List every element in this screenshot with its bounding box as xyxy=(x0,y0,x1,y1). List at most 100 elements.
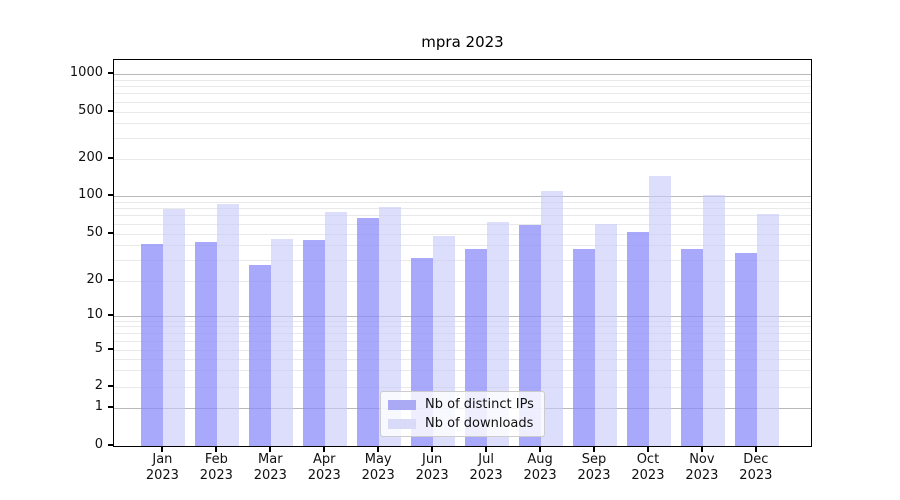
x-tick-mark xyxy=(161,447,164,452)
bar-nb-of-distinct-ips xyxy=(680,249,703,446)
y-tick-mark xyxy=(108,194,113,196)
bar-nb-of-downloads xyxy=(163,209,186,446)
minor-gridline xyxy=(114,332,811,334)
y-tick-mark xyxy=(108,384,113,387)
x-tick-label-line: 2023 xyxy=(523,468,557,483)
x-tick-label-line: Jan xyxy=(152,452,173,467)
x-tick-mark xyxy=(485,447,488,452)
x-tick-label-line: Jul xyxy=(478,452,494,467)
minor-gridline xyxy=(114,123,811,125)
bar-nb-of-downloads xyxy=(541,190,564,446)
bar-nb-of-downloads xyxy=(325,211,348,446)
minor-gridline xyxy=(114,93,811,95)
bar-nb-of-downloads xyxy=(648,175,671,446)
x-tick-label-line: 2023 xyxy=(307,468,341,483)
x-tick-label-line: 2023 xyxy=(577,468,611,483)
minor-gridline xyxy=(114,259,811,261)
minor-gridline xyxy=(114,326,811,328)
x-tick-label-line: Oct xyxy=(636,452,660,467)
y-tick-label: 20 xyxy=(86,271,103,287)
y-tick-mark xyxy=(108,444,113,446)
x-tick-label: Dec 2023 xyxy=(721,452,791,484)
x-tick-label-line: Sep xyxy=(581,452,607,467)
legend-swatch xyxy=(388,399,416,410)
legend: Nb of distinct IPs Nb of downloads xyxy=(380,391,545,437)
y-tick-label: 1 xyxy=(94,398,103,414)
x-tick-label-line: 2023 xyxy=(685,468,719,483)
minor-gridline xyxy=(114,79,811,81)
x-tick-label-line: 2023 xyxy=(739,468,773,483)
minor-gridline xyxy=(114,223,811,225)
minor-gridline xyxy=(114,215,811,217)
x-tick-mark xyxy=(754,447,757,452)
minor-gridline xyxy=(114,111,811,113)
minor-gridline xyxy=(114,244,811,246)
legend-label: Nb of distinct IPs xyxy=(425,397,534,412)
x-tick-mark xyxy=(431,447,434,452)
legend-item: Nb of downloads xyxy=(388,416,537,431)
y-tick-label: 5 xyxy=(94,340,103,356)
x-tick-label: May 2023 xyxy=(343,452,413,484)
chart-title: mpra 2023 xyxy=(421,33,504,51)
x-tick-mark xyxy=(377,447,380,452)
y-tick-mark xyxy=(108,231,113,234)
minor-gridline xyxy=(114,208,811,210)
y-tick-label: 500 xyxy=(78,102,103,118)
x-tick-label-line: Aug xyxy=(527,452,553,467)
y-tick-label: 2 xyxy=(94,377,103,393)
minor-gridline xyxy=(114,349,811,351)
y-tick-label: 100 xyxy=(78,187,103,202)
x-tick-label-line: Nov xyxy=(689,452,715,467)
bar-nb-of-downloads xyxy=(487,221,510,446)
x-tick-label-line: 2023 xyxy=(253,468,287,483)
y-tick-mark xyxy=(108,313,113,316)
x-tick-label-line: Feb xyxy=(204,452,228,467)
legend-label: Nb of downloads xyxy=(425,416,534,431)
y-tick-mark xyxy=(108,278,113,281)
bar-nb-of-distinct-ips xyxy=(519,225,542,446)
legend-swatch xyxy=(388,418,416,429)
bar-nb-of-downloads xyxy=(217,203,240,446)
bar-nb-of-downloads xyxy=(702,195,725,446)
minor-gridline xyxy=(114,340,811,342)
minor-gridline xyxy=(114,159,811,161)
x-tick-mark xyxy=(700,447,703,452)
x-tick-label-line: 2023 xyxy=(631,468,665,483)
minor-gridline xyxy=(114,201,811,203)
legend-item: Nb of distinct IPs xyxy=(388,397,537,412)
bar-nb-of-distinct-ips xyxy=(249,265,272,446)
bar-nb-of-downloads xyxy=(379,207,402,446)
x-tick-label-line: Apr xyxy=(313,452,336,467)
x-tick-label: Jun 2023 xyxy=(397,452,467,484)
x-tick-label: Aug 2023 xyxy=(505,452,575,484)
x-tick-label: Nov 2023 xyxy=(667,452,737,484)
x-tick-label: Feb 2023 xyxy=(181,452,251,484)
x-tick-label: Jan 2023 xyxy=(127,452,197,484)
x-tick-label: Mar 2023 xyxy=(235,452,305,484)
y-tick-label: 200 xyxy=(78,150,103,166)
minor-gridline xyxy=(114,320,811,322)
minor-gridline xyxy=(114,86,811,88)
major-gridline xyxy=(114,196,811,197)
x-tick-label-line: 2023 xyxy=(361,468,395,483)
major-gridline xyxy=(114,315,811,317)
x-tick-mark xyxy=(539,447,542,452)
bar-nb-of-distinct-ips xyxy=(734,253,757,446)
bar-nb-of-distinct-ips xyxy=(573,249,595,446)
x-tick-mark xyxy=(323,447,326,452)
x-tick-label: Jul 2023 xyxy=(451,452,521,484)
minor-gridline xyxy=(114,370,811,372)
x-tick-label-line: Jun xyxy=(421,452,443,467)
bar-nb-of-distinct-ips xyxy=(303,240,326,446)
y-tick-label: 10 xyxy=(86,306,103,322)
x-tick-label-line: Dec xyxy=(743,452,769,467)
bar-nb-of-downloads xyxy=(756,213,779,446)
bar-nb-of-distinct-ips xyxy=(626,232,649,446)
x-tick-label-line: 2023 xyxy=(415,468,449,483)
y-tick-mark xyxy=(108,72,113,74)
bar-nb-of-distinct-ips xyxy=(357,218,380,446)
y-tick-mark xyxy=(108,157,113,160)
y-tick-mark xyxy=(108,347,113,350)
minor-gridline xyxy=(114,101,811,103)
